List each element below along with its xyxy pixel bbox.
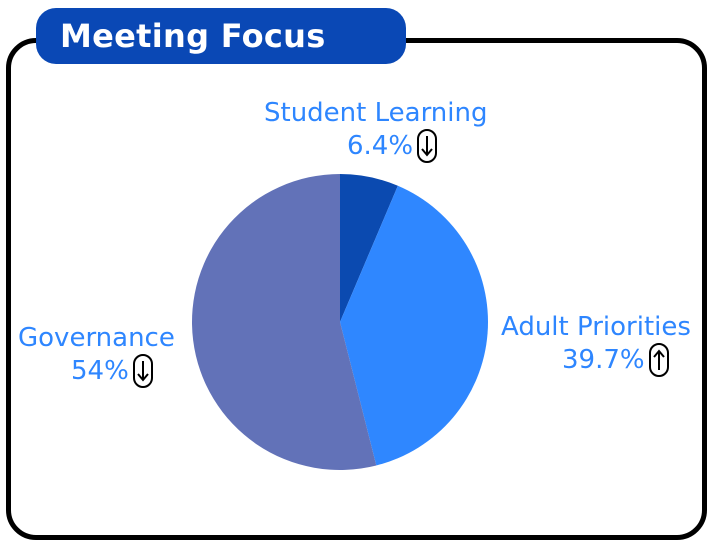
pie-slice-student-learning <box>340 174 398 322</box>
label-student-learning-value: 6.4% <box>347 131 414 161</box>
label-adult-priorities-name: Adult Priorities <box>501 312 691 342</box>
pie-slice-adult-priorities <box>340 185 489 466</box>
label-governance-value: 54% <box>71 356 129 386</box>
down-arrow-icon <box>132 354 153 388</box>
up-arrow-icon <box>648 343 669 377</box>
label-student-learning-name: Student Learning <box>264 98 488 128</box>
down-arrow-icon <box>417 129 438 163</box>
label-governance: Governance 54% <box>18 322 175 388</box>
label-student-learning: Student Learning 6.4% <box>264 97 488 163</box>
label-adult-priorities-value: 39.7% <box>562 345 645 375</box>
pie-slice-governance <box>192 174 377 470</box>
chart-title: Meeting Focus <box>36 8 406 64</box>
label-governance-name: Governance <box>18 323 175 353</box>
label-adult-priorities: Adult Priorities 39.7% <box>501 311 691 377</box>
